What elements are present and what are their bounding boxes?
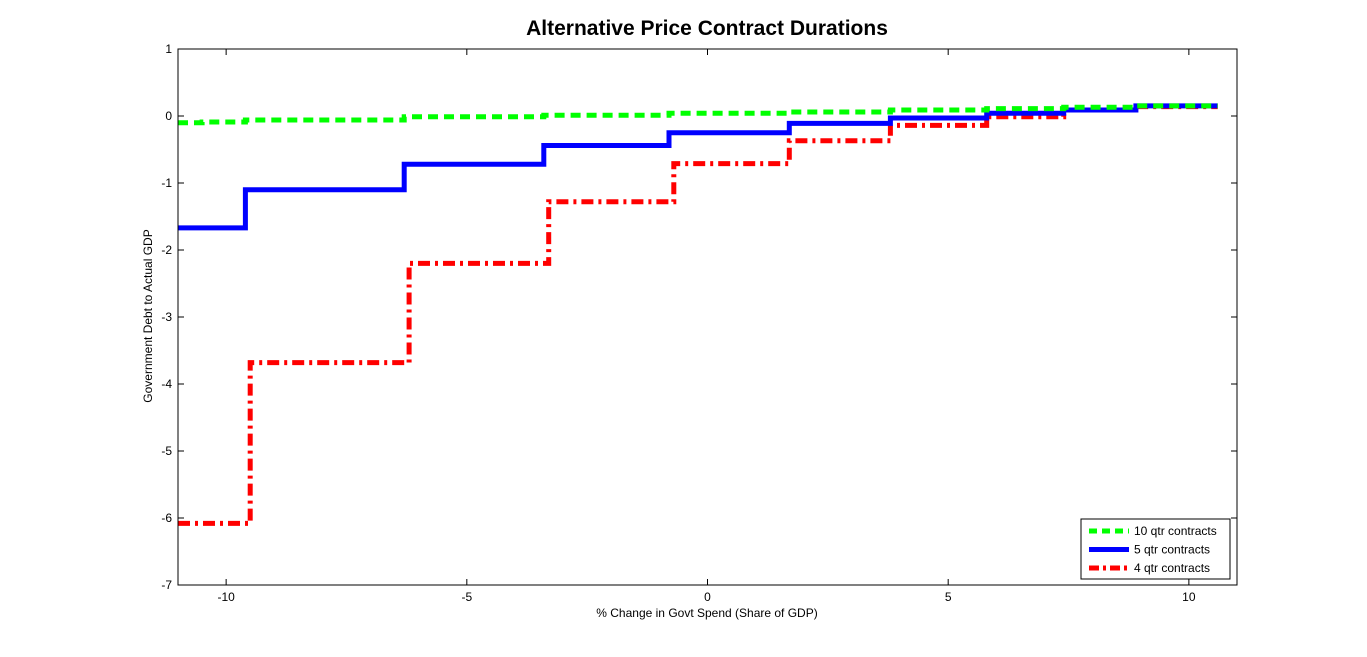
legend: 10 qtr contracts 5 qtr contracts 4 qtr con… — [1080, 518, 1231, 580]
x-tick-label: -5 — [461, 590, 472, 604]
y-tick-label: -6 — [161, 511, 172, 525]
x-tick-label: 5 — [945, 590, 952, 604]
y-tick-label: -5 — [161, 444, 172, 458]
legend-label-1: 10 qtr contracts — [1134, 524, 1217, 538]
legend-label-2: 5 qtr contracts — [1134, 543, 1210, 557]
y-tick-label: -1 — [161, 176, 172, 190]
y-tick-label: -7 — [161, 578, 172, 592]
series-line-1 — [178, 103, 1218, 126]
x-tick-label: 10 — [1182, 590, 1196, 604]
chart-title: Alternative Price Contract Durations — [526, 17, 888, 40]
y-tick-label: 0 — [165, 109, 172, 123]
y-tick-label: -3 — [161, 310, 172, 324]
series-line-3 — [178, 104, 1218, 526]
x-tick-label: 0 — [704, 590, 711, 604]
x-axis-label: % Change in Govt Spend (Share of GDP) — [596, 606, 817, 620]
x-tick-label: -10 — [217, 590, 235, 604]
y-tick-label: -4 — [161, 377, 172, 391]
y-tick-label: 1 — [165, 42, 172, 56]
y-tick-label: -2 — [161, 243, 172, 257]
y-axis-label: Government Debt to Actual GDP — [141, 229, 155, 402]
series-layer — [178, 103, 1218, 526]
legend-label-3: 4 qtr contracts — [1134, 561, 1210, 575]
